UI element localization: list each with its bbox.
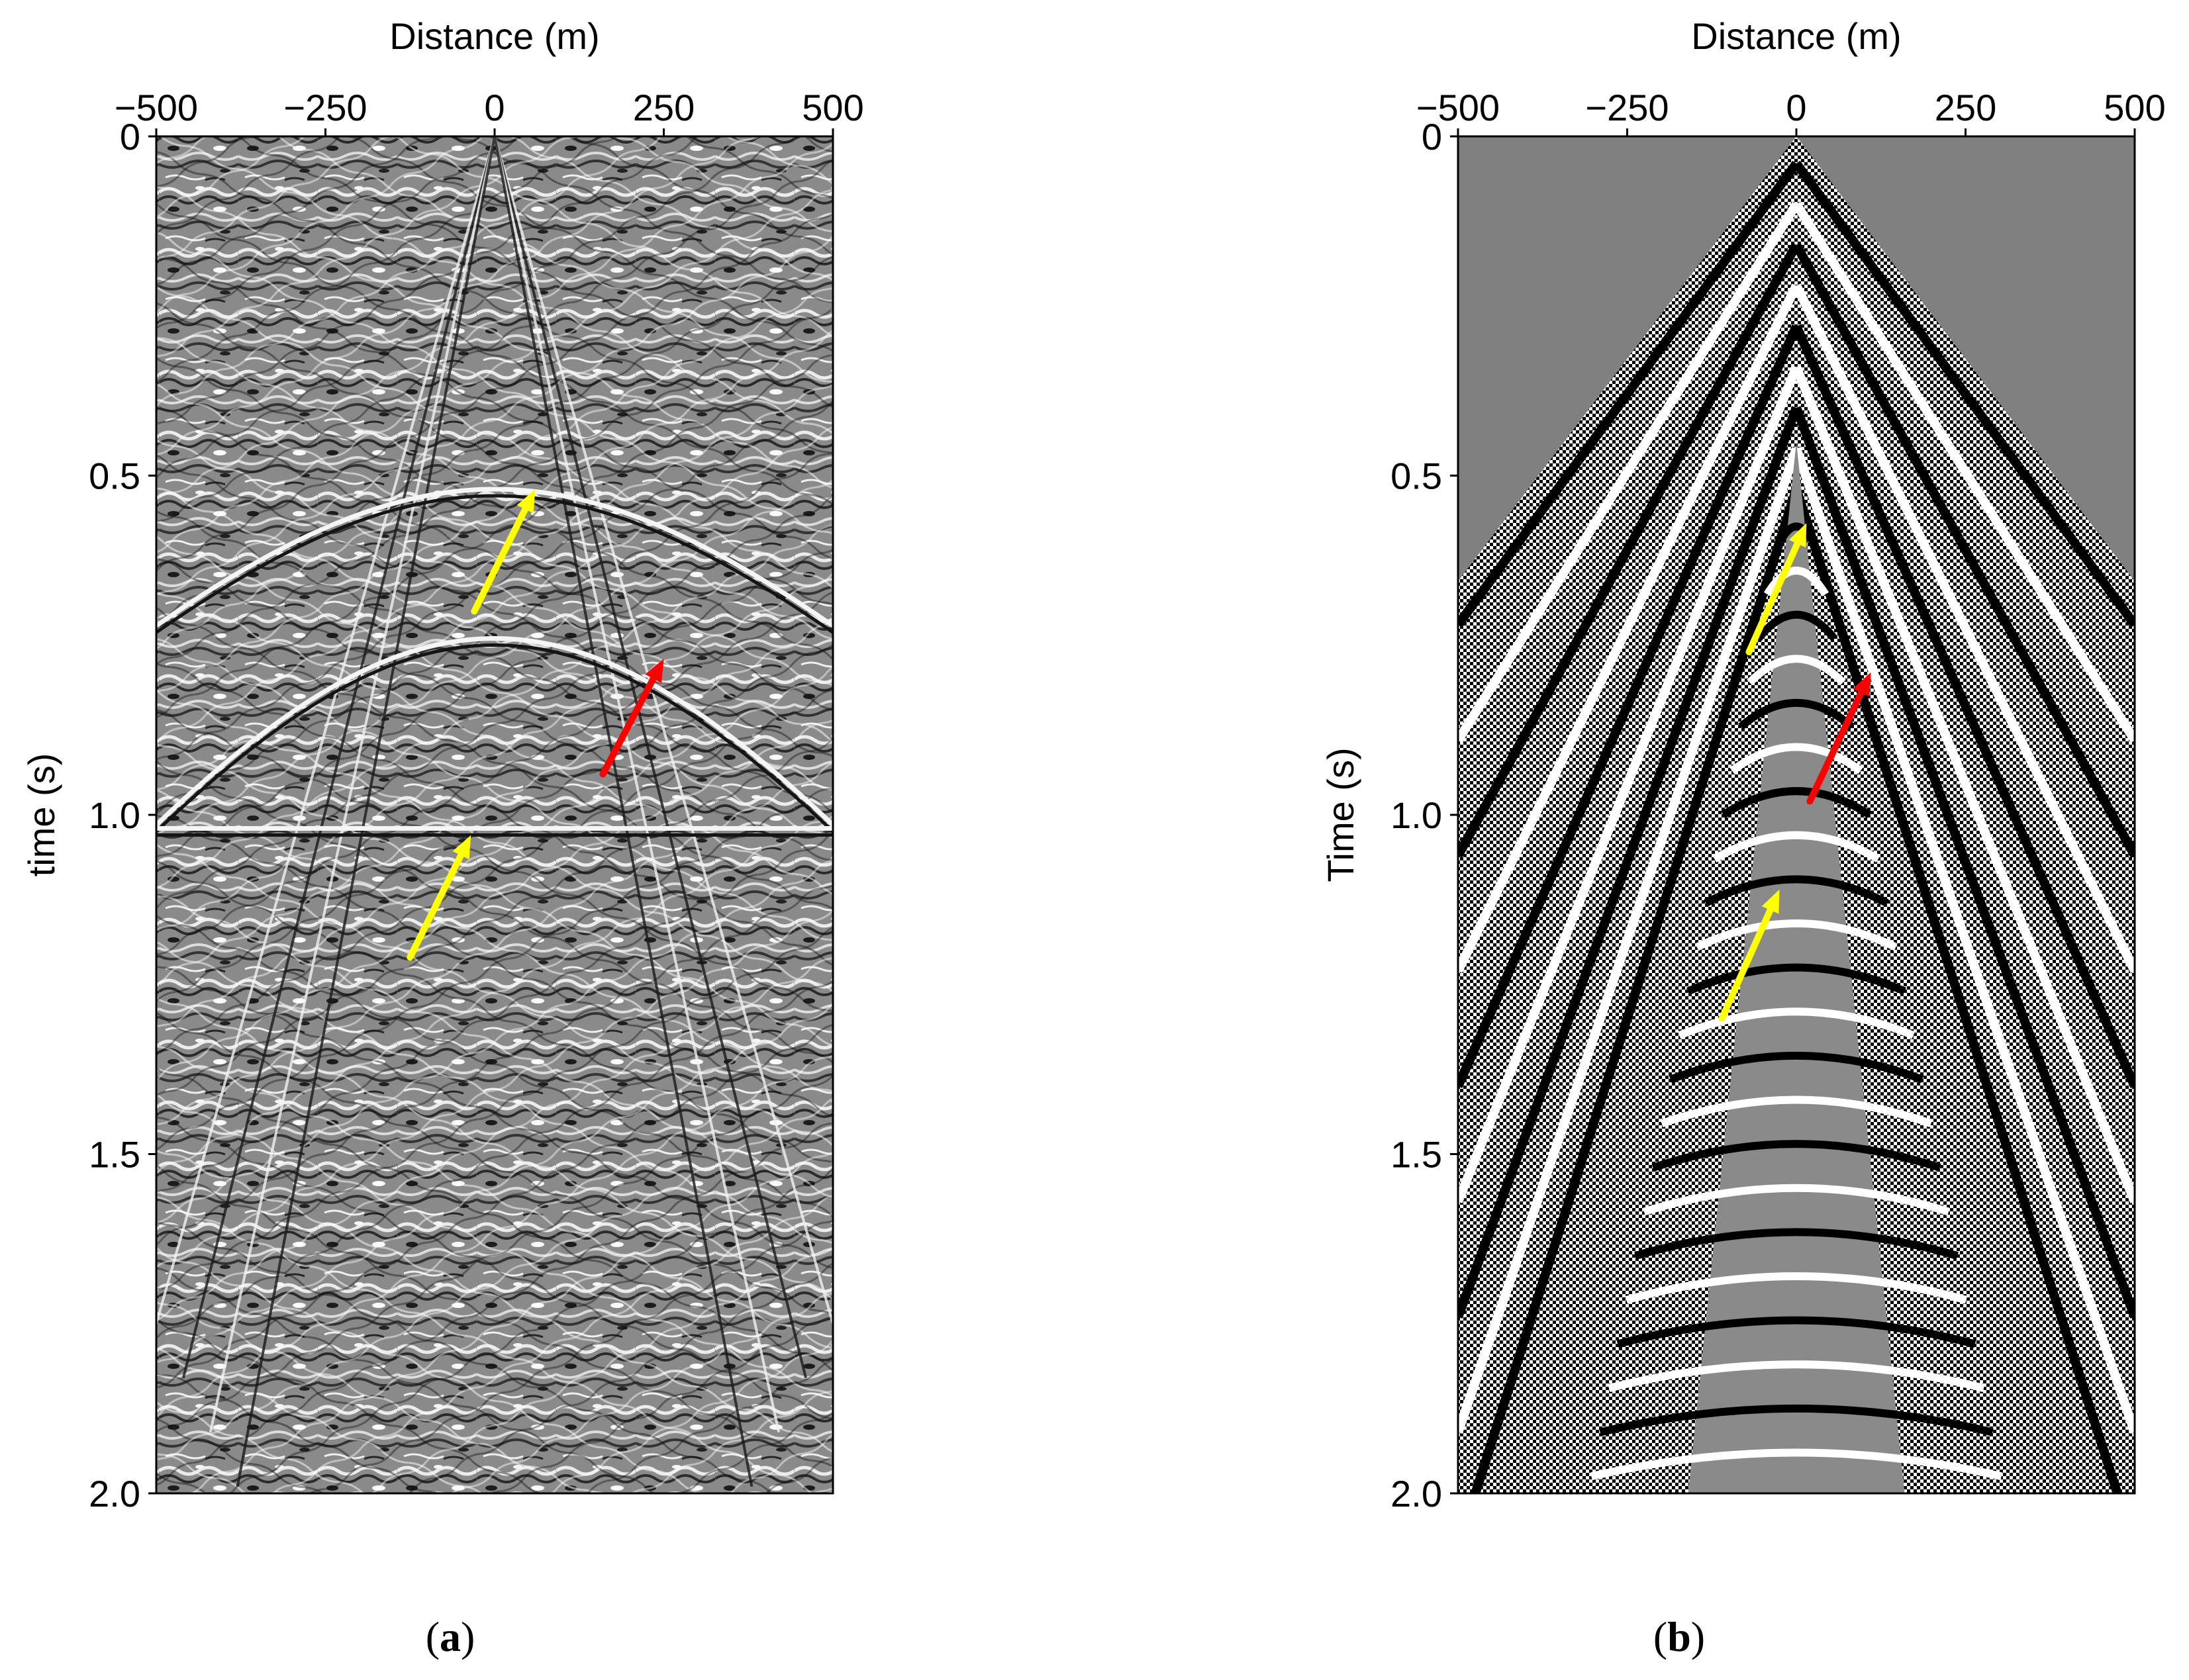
panel-a-events: [156, 136, 833, 1487]
panel-a-axes: −500 −250 0 250 500 0 0.5 1.0 1.5 2.0: [89, 87, 864, 1515]
panel-a-ytick-label: 1.5: [89, 1134, 140, 1176]
panel-b-xtick-label: −250: [1585, 87, 1669, 128]
panel-a-ytick-label: 0: [120, 116, 140, 158]
panel-a-arrow: [471, 489, 536, 615]
panel-b-events: [1458, 160, 2135, 1493]
panel-a-ytick-label: 0.5: [89, 455, 140, 497]
panel-a-ylabel: time (s): [21, 753, 62, 877]
panel-b-arrow: [1745, 523, 1807, 655]
panel-b-ylabel: Time (s): [1320, 747, 1361, 882]
panel-a-arrows: [407, 489, 664, 961]
panel-a-arrow: [599, 659, 664, 778]
panel-b-xtick-label: 250: [1935, 87, 1996, 128]
panel-b-ytick-label: 1.5: [1390, 1134, 1442, 1176]
panel-a-xtick-label: −500: [115, 87, 198, 128]
panel-b-arrow: [1718, 889, 1780, 1022]
panel-a-caption: (a): [426, 1613, 475, 1660]
panel-b-xlabel: Distance (m): [1691, 15, 1901, 57]
panel-a-ytick-label: 1.0: [89, 794, 140, 836]
panel-b-axes: −500 −250 0 250 500 0 0.5 1.0 1.5 2.0: [1390, 87, 2166, 1515]
panel-a-seismic-image: [156, 136, 833, 1493]
panel-b-xtick-label: 500: [2104, 87, 2165, 128]
panel-b-xtick-label: 0: [1786, 87, 1806, 128]
panel-a-xtick-label: 500: [802, 87, 863, 128]
panel-a-ytick-label: 2.0: [89, 1473, 140, 1515]
panel-b: −500 −250 0 250 500 0 0.5 1.0 1.5 2.0 Distance (m…: [1320, 15, 2166, 1660]
panel-b-caption: (b): [1653, 1613, 1705, 1660]
panel-a: −500 −250 0 250 500 0 0.5 1.0 1.5 2.0 Distance (m…: [21, 15, 864, 1660]
panel-b-arrows: [1718, 523, 1871, 1022]
panel-b-ytick-label: 1.0: [1390, 794, 1442, 836]
panel-a-xlabel: Distance (m): [389, 15, 599, 57]
panel-b-arrow: [1806, 672, 1871, 805]
panel-b-ytick-label: 2.0: [1390, 1473, 1442, 1515]
panel-a-arrow: [407, 835, 471, 961]
panel-b-ytick-label: 0.5: [1390, 455, 1442, 497]
panel-b-synthetic-image: [1458, 136, 2135, 1493]
panel-a-xtick-label: 0: [484, 87, 505, 128]
panel-a-xtick-label: −250: [283, 87, 367, 128]
panel-b-ytick-label: 0: [1422, 116, 1442, 158]
panel-a-xtick-label: 250: [633, 87, 695, 128]
panel-b-xtick-label: −500: [1416, 87, 1500, 128]
